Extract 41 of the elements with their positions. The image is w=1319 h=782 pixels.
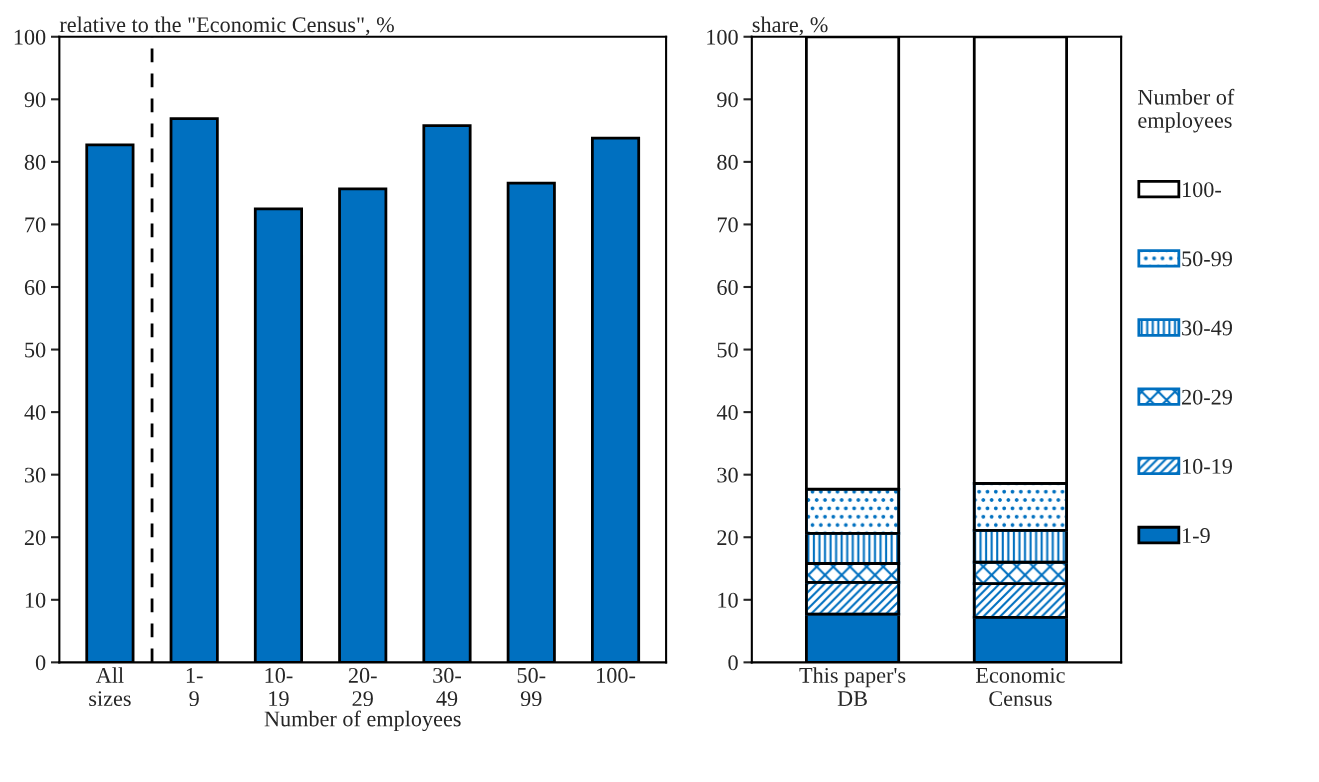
y-tick-label: 90 (717, 92, 738, 108)
y-tick-label: 0 (728, 655, 738, 671)
legend-label: 100- (1183, 182, 1221, 198)
y-tick-label: 40 (24, 405, 46, 421)
x-tick-label: 1- 9 (186, 667, 203, 707)
y-tick-label: 80 (24, 154, 46, 170)
legend-label: 10-19 (1183, 458, 1232, 474)
legend-label: 50-99 (1182, 251, 1232, 267)
x-tick-label: All sizes (89, 667, 131, 707)
x-axis-title: Number of employees (264, 710, 461, 732)
y-tick-label: 20 (717, 530, 738, 546)
y-tick-label: 70 (25, 217, 46, 233)
y-tick-label: 50 (717, 342, 738, 358)
x-tick-label: This paper's DB (799, 667, 906, 706)
y-tick-label: 90 (24, 92, 46, 108)
y-tick-label: 20 (24, 530, 46, 546)
x-tick-label: 50- 99 (517, 667, 546, 707)
y-tick-label: 40 (716, 405, 738, 421)
legend-title: Number of employees (1138, 88, 1235, 133)
x-tick-label: 100- (597, 667, 636, 683)
y-tick-label: 100 (707, 29, 738, 45)
legend-label: 20-29 (1182, 389, 1232, 405)
x-tick-label: 20- 29 (348, 667, 377, 707)
y-tick-label: 10 (718, 592, 738, 608)
y-tick-label: 70 (717, 217, 738, 233)
y-tick-label: 30 (717, 467, 738, 483)
y-axis-title: share, % (752, 16, 828, 36)
x-tick-label: 10- 19 (265, 667, 293, 707)
legend-label: 1-9 (1183, 528, 1210, 544)
y-tick-label: 60 (24, 279, 46, 295)
y-tick-label: 50 (25, 342, 46, 358)
y-tick-label: 100 (14, 29, 46, 45)
y-tick-label: 10 (25, 592, 46, 608)
x-tick-label: Economic Census (976, 667, 1065, 707)
legend-label: 30-49 (1182, 320, 1232, 336)
y-tick-label: 60 (717, 279, 738, 295)
y-axis-title: relative to the "Economic Census", % (59, 16, 394, 36)
y-tick-label: 80 (717, 154, 738, 170)
y-tick-label: 0 (35, 655, 46, 671)
x-tick-label: 30- 49 (433, 667, 461, 707)
y-tick-label: 30 (25, 467, 46, 483)
